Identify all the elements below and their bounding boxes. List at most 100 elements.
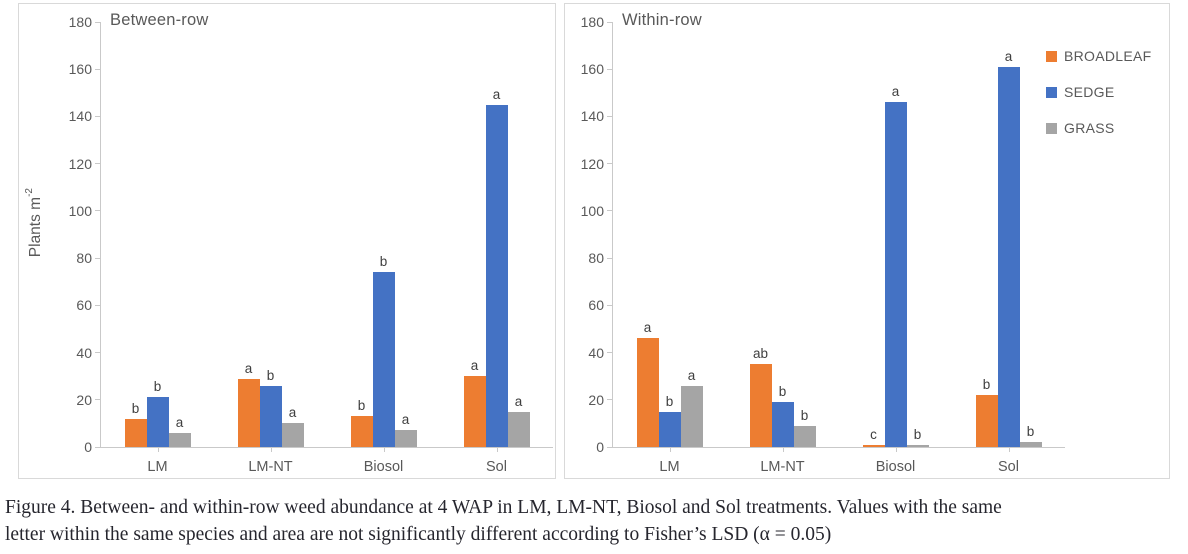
sedge-bar-sol (485, 104, 508, 447)
grass-bar-lm (680, 385, 703, 447)
y-tick-mark-icon (95, 115, 100, 117)
bar-group-sol: b a b (952, 22, 1065, 447)
y-tick-label: 160 (68, 61, 92, 78)
y-tick-mark-icon (607, 210, 612, 212)
bar-wrap: b (658, 394, 681, 447)
legend-label-grass: GRASS (1064, 120, 1115, 136)
broadleaf-bar-biosol (862, 444, 885, 447)
grass-bar-sol (1019, 442, 1042, 447)
bar-wrap: a (394, 412, 417, 447)
significance-letter: a (492, 86, 501, 102)
y-tick-label: 40 (76, 344, 92, 361)
x-axis-label-sol: Sol (486, 459, 507, 475)
y-tick-mark-icon (95, 304, 100, 306)
bar-wrap: b (350, 398, 373, 447)
y-tick-mark-icon (607, 257, 612, 259)
x-axis-label-biosol: Biosol (363, 459, 404, 475)
y-tick-label: 120 (68, 155, 92, 172)
plot-area-within-row: 0 20 40 60 80 100 120 140 160 180 a b a LM ab b b LM-NT c a… (581, 14, 1065, 475)
bar-wrap: b (259, 368, 282, 447)
bar-wrap: b (906, 427, 929, 447)
chart-panel-within-row: Within-row 0 20 40 60 80 100 120 140 160 180 a b a LM… (564, 3, 1170, 479)
caption-line-2: letter within the same species and area … (5, 523, 832, 545)
y-tick-label: 120 (580, 155, 604, 172)
grass-bar-lm-nt (281, 423, 304, 447)
grass-bar-biosol (906, 444, 929, 447)
sedge-bar-lm-nt (771, 402, 794, 447)
grass-swatch-icon (1046, 122, 1057, 134)
significance-letter: b (1026, 424, 1035, 440)
bar-wrap: b (771, 384, 794, 447)
y-tick-label: 80 (76, 250, 92, 267)
bar-wrap: c (862, 427, 885, 447)
y-tick-mark-icon (607, 399, 612, 401)
significance-letter: a (401, 412, 410, 428)
bar-wrap: b (124, 401, 147, 447)
bar-wrap: b (793, 408, 816, 447)
bar-group-lm-nt: ab b b (726, 22, 839, 447)
bar-wrap: a (680, 368, 703, 447)
y-tick-label: 140 (68, 108, 92, 125)
grass-bar-lm (168, 432, 191, 447)
sedge-bar-biosol (372, 272, 395, 447)
caption-line-1: Figure 4. Between- and within-row weed a… (5, 497, 1002, 518)
y-tick-mark-icon (95, 399, 100, 401)
x-axis-label-lm-nt: LM-NT (760, 459, 805, 475)
sedge-swatch-icon (1046, 86, 1057, 98)
x-tick-mark-icon (270, 448, 272, 452)
x-tick-mark-icon (782, 448, 784, 452)
y-tick-label: 0 (596, 439, 604, 455)
y-tick-mark-icon (95, 21, 100, 23)
y-tick-label: 100 (68, 202, 92, 219)
y-tick-label: 60 (588, 297, 604, 314)
significance-letter: b (778, 384, 787, 400)
broadleaf-bar-lm (636, 338, 659, 447)
x-axis-label-lm-nt: LM-NT (248, 459, 293, 475)
y-tick-label: 180 (68, 14, 92, 30)
significance-letter: a (891, 84, 900, 100)
significance-letter: a (643, 320, 652, 336)
y-tick-label: 20 (588, 391, 604, 408)
bar-wrap: a (636, 320, 659, 447)
significance-letter: a (514, 393, 523, 409)
y-axis-title: Plants m-2 (24, 188, 45, 257)
bar-wrap: b (146, 379, 169, 447)
significance-letter: a (288, 405, 297, 421)
y-tick-mark-icon (607, 352, 612, 354)
legend-label-broadleaf: BROADLEAF (1064, 48, 1152, 64)
panel-title-within-row: Within-row (622, 11, 702, 29)
bar-wrap: a (485, 87, 508, 447)
broadleaf-swatch-icon (1046, 50, 1057, 62)
legend-item-sedge: SEDGE (1046, 84, 1152, 100)
x-tick-mark-icon (496, 448, 498, 452)
x-tick-mark-icon (157, 448, 159, 452)
significance-letter: c (870, 426, 877, 442)
y-tick-label: 80 (588, 250, 604, 267)
sedge-bar-lm (658, 411, 681, 447)
y-tick-label: 180 (580, 14, 604, 30)
broadleaf-bar-lm-nt (749, 364, 772, 447)
sedge-bar-biosol (884, 102, 907, 447)
bar-group-biosol: c a b (839, 22, 952, 447)
y-tick-mark-icon (607, 68, 612, 70)
significance-letter: b (131, 400, 140, 416)
significance-letter: ab (752, 346, 769, 362)
bar-wrap: ab (749, 346, 772, 447)
significance-letter: b (357, 398, 366, 414)
bar-wrap: a (463, 358, 486, 447)
broadleaf-bar-biosol (350, 416, 373, 447)
y-tick-label: 100 (580, 202, 604, 219)
y-tick-mark-icon (95, 68, 100, 70)
significance-letter: a (175, 414, 184, 430)
significance-letter: a (244, 360, 253, 376)
y-tick-mark-icon (95, 257, 100, 259)
x-tick-mark-icon (669, 448, 671, 452)
significance-letter: a (687, 367, 696, 383)
broadleaf-bar-lm (124, 418, 147, 447)
y-tick-mark-icon (95, 446, 100, 448)
significance-letter: b (913, 426, 922, 442)
